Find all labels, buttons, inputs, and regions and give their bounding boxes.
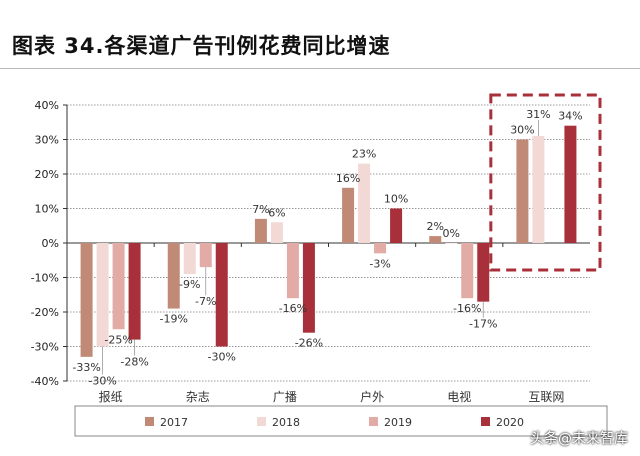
- y-tick-label: 0%: [42, 237, 59, 250]
- bar-2019: [461, 243, 474, 299]
- data-label: -16%: [279, 302, 307, 315]
- y-tick-label: 20%: [35, 168, 59, 181]
- data-label: 10%: [384, 193, 408, 206]
- data-label: 0%: [443, 227, 460, 240]
- data-label: -33%: [72, 361, 100, 374]
- data-label: -25%: [104, 333, 132, 346]
- bar-2020: [390, 208, 403, 243]
- data-label: 30%: [510, 124, 534, 137]
- bar-2018: [532, 136, 545, 243]
- bar-2017: [254, 218, 267, 243]
- bar-2020: [477, 243, 490, 302]
- legend-label: 2019: [384, 416, 412, 429]
- x-tick-label: 户外: [360, 389, 384, 404]
- x-tick-label: 报纸: [99, 389, 123, 404]
- data-label: -3%: [369, 257, 390, 270]
- x-tick-label: 互联网: [528, 390, 564, 404]
- bar-2018: [445, 243, 458, 244]
- legend-label: 2020: [496, 416, 524, 429]
- data-label: 2%: [427, 220, 444, 233]
- bar-2020: [128, 243, 141, 340]
- data-label: 7%: [252, 203, 269, 216]
- bar-2018: [270, 222, 283, 243]
- y-tick-label: 40%: [35, 99, 59, 112]
- data-label: 16%: [336, 172, 360, 185]
- y-tick-label: -10%: [31, 272, 59, 285]
- data-label: -28%: [120, 356, 148, 369]
- bar-2020: [564, 125, 577, 243]
- bar-2017: [342, 187, 355, 243]
- bar-2017: [167, 243, 180, 309]
- title-divider: [0, 68, 640, 69]
- bar-2017: [80, 243, 93, 357]
- data-label: 6%: [268, 206, 285, 219]
- bar-2020: [215, 243, 228, 347]
- data-label: -9%: [179, 278, 200, 291]
- x-tick-label: 杂志: [186, 390, 210, 404]
- legend-swatch-2017: [145, 417, 154, 426]
- y-tick-label: -30%: [31, 341, 59, 354]
- y-tick-label: -20%: [31, 306, 59, 319]
- data-label: -7%: [195, 295, 216, 308]
- highlight-box: [489, 93, 602, 272]
- y-tick-label: 10%: [35, 203, 59, 216]
- x-tick-label: 电视: [447, 389, 471, 404]
- data-label: -19%: [160, 313, 188, 326]
- data-label: 31%: [526, 108, 550, 121]
- bar-2019: [374, 243, 387, 254]
- bar-2019: [286, 243, 299, 299]
- bar-2019: [112, 243, 125, 330]
- legend-label: 2018: [272, 416, 300, 429]
- bar-2017: [516, 139, 529, 243]
- data-label: -30%: [208, 351, 236, 364]
- data-label: 34%: [558, 110, 582, 123]
- data-label: 23%: [352, 148, 376, 161]
- data-label: -17%: [469, 318, 497, 331]
- bar-2017: [429, 236, 442, 243]
- legend-label: 2017: [160, 416, 188, 429]
- watermark: 头条@未来智库: [530, 431, 628, 447]
- x-tick-label: 广播: [273, 390, 297, 404]
- legend-swatch-2018: [257, 417, 266, 426]
- data-label: -26%: [295, 337, 323, 350]
- y-tick-label: -40%: [31, 375, 59, 388]
- legend-box: [74, 405, 608, 437]
- bar-2018: [358, 163, 371, 243]
- legend-swatch-2020: [481, 417, 490, 426]
- bar-2018: [183, 243, 196, 275]
- bar-2019: [199, 243, 212, 268]
- data-label: -30%: [88, 375, 116, 388]
- chart-title: 图表 34.各渠道广告刊例花费同比增速: [12, 34, 391, 58]
- data-label: -16%: [453, 302, 481, 315]
- bar-2018: [96, 243, 109, 347]
- y-tick-label: 30%: [35, 134, 59, 147]
- bar-2020: [302, 243, 315, 333]
- legend-swatch-2019: [369, 417, 378, 426]
